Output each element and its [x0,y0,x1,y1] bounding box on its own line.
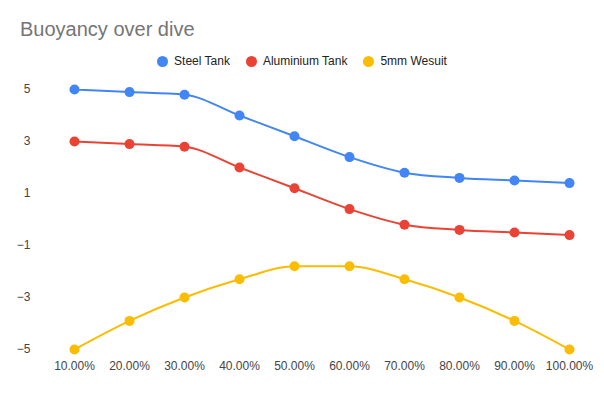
svg-text:80.00%: 80.00% [439,359,480,373]
svg-text:1: 1 [24,186,31,200]
svg-text:3: 3 [24,134,31,148]
svg-text:90.00%: 90.00% [494,359,535,373]
svg-text:−3: −3 [17,290,31,304]
svg-text:60.00%: 60.00% [329,359,370,373]
svg-text:70.00%: 70.00% [384,359,425,373]
svg-text:−5: −5 [17,342,31,356]
svg-text:100.00%: 100.00% [546,359,594,373]
svg-text:50.00%: 50.00% [274,359,315,373]
html-text:5mm Wesuit: 5mm Wesuit [380,54,447,68]
html-text:Steel Tank: Steel Tank [174,54,230,68]
svg-text:−1: −1 [17,238,31,252]
html-text:Aluminium Tank: Aluminium Tank [262,54,348,68]
svg-text:5: 5 [24,82,31,96]
svg-text:40.00%: 40.00% [219,359,260,373]
svg-text:20.00%: 20.00% [109,359,150,373]
svg-text:10.00%: 10.00% [54,359,95,373]
svg-text:30.00%: 30.00% [164,359,205,373]
html-text:Buoyancy over dive: Buoyancy over dive [20,18,195,40]
